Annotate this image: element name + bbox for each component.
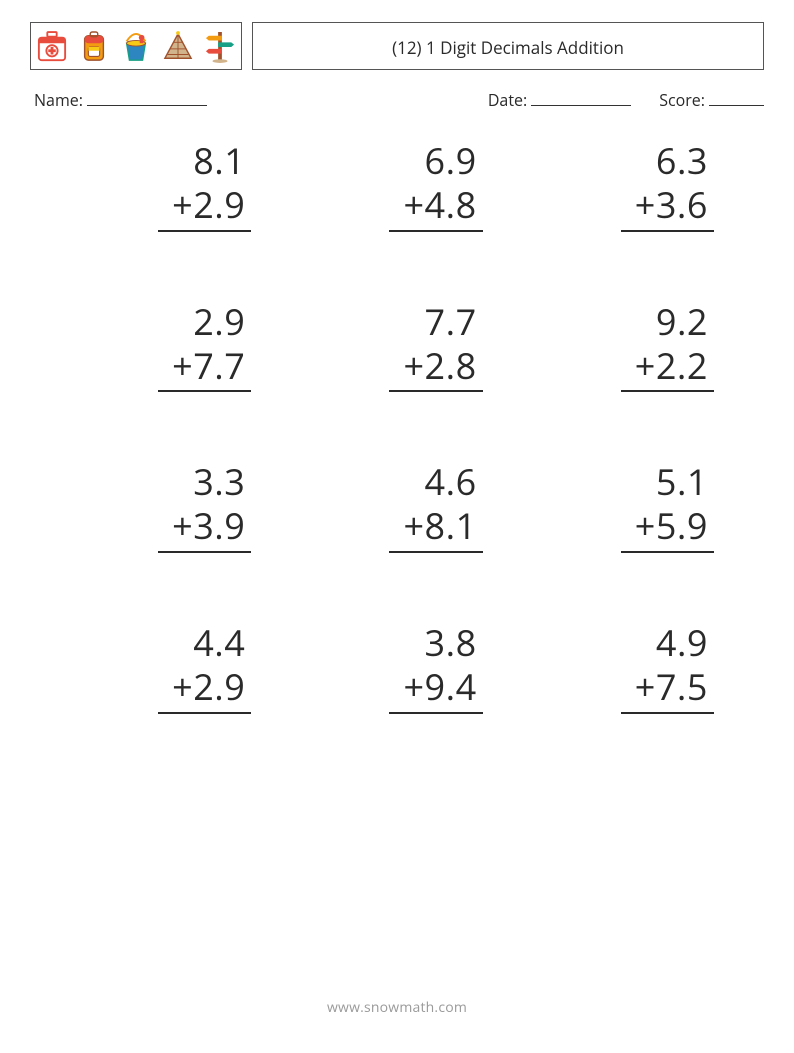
backpack-icon	[79, 30, 109, 64]
addend-top: 8.1	[158, 139, 251, 183]
pyramid-icon	[163, 30, 193, 64]
date-label: Date:	[488, 89, 527, 111]
addend-bottom: +8.1	[389, 504, 482, 548]
addend-bottom: +7.5	[621, 665, 714, 709]
problem: 4.6+8.1	[321, 460, 482, 553]
addend-bottom: +2.9	[158, 665, 251, 709]
name-field: Name:	[34, 88, 207, 111]
worksheet-title: (12) 1 Digit Decimals Addition	[252, 22, 764, 70]
sum-rule	[389, 712, 482, 714]
score-field: Score:	[659, 88, 764, 111]
addend-top: 4.9	[621, 621, 714, 665]
problem-stack: 4.9+7.5	[621, 621, 714, 714]
addend-bottom: +3.6	[621, 183, 714, 227]
sum-rule	[158, 712, 251, 714]
problem: 6.9+4.8	[321, 139, 482, 232]
addend-bottom: +7.7	[158, 344, 251, 388]
problem-stack: 8.1+2.9	[158, 139, 251, 232]
addend-top: 9.2	[621, 300, 714, 344]
sum-rule	[621, 551, 714, 553]
sum-rule	[158, 230, 251, 232]
sum-rule	[389, 390, 482, 392]
problem-stack: 9.2+2.2	[621, 300, 714, 393]
footer-text: www.snowmath.com	[327, 998, 467, 1017]
addend-top: 6.9	[389, 139, 482, 183]
problem: 4.9+7.5	[553, 621, 714, 714]
problem-stack: 6.9+4.8	[389, 139, 482, 232]
sum-rule	[158, 551, 251, 553]
bucket-icon	[121, 30, 151, 64]
problem: 2.9+7.7	[90, 300, 251, 393]
problem: 9.2+2.2	[553, 300, 714, 393]
score-blank	[709, 88, 764, 106]
problem-stack: 3.8+9.4	[389, 621, 482, 714]
sum-rule	[389, 551, 482, 553]
problem: 7.7+2.8	[321, 300, 482, 393]
problem: 5.1+5.9	[553, 460, 714, 553]
addend-bottom: +9.4	[389, 665, 482, 709]
addend-top: 4.6	[389, 460, 482, 504]
addend-bottom: +5.9	[621, 504, 714, 548]
addend-bottom: +2.9	[158, 183, 251, 227]
problem-stack: 6.3+3.6	[621, 139, 714, 232]
problem: 3.3+3.9	[90, 460, 251, 553]
problem-stack: 7.7+2.8	[389, 300, 482, 393]
addend-top: 3.3	[158, 460, 251, 504]
sum-rule	[158, 390, 251, 392]
problem: 6.3+3.6	[553, 139, 714, 232]
name-label: Name:	[34, 89, 83, 111]
problem-stack: 3.3+3.9	[158, 460, 251, 553]
addend-top: 7.7	[389, 300, 482, 344]
score-label: Score:	[659, 89, 705, 111]
addend-bottom: +2.2	[621, 344, 714, 388]
date-field: Date:	[488, 88, 631, 111]
footer: www.snowmath.com	[0, 998, 794, 1017]
problem-stack: 4.4+2.9	[158, 621, 251, 714]
addend-top: 4.4	[158, 621, 251, 665]
header-row: (12) 1 Digit Decimals Addition	[30, 22, 764, 70]
problem-stack: 2.9+7.7	[158, 300, 251, 393]
sum-rule	[389, 230, 482, 232]
addend-top: 6.3	[621, 139, 714, 183]
icon-box	[30, 22, 242, 70]
name-blank	[87, 88, 207, 106]
addend-bottom: +4.8	[389, 183, 482, 227]
title-text: (12) 1 Digit Decimals Addition	[392, 36, 624, 59]
addend-top: 5.1	[621, 460, 714, 504]
problem: 8.1+2.9	[90, 139, 251, 232]
meta-row: Name: Date: Score:	[34, 88, 764, 111]
problem: 3.8+9.4	[321, 621, 482, 714]
medkit-icon	[37, 30, 67, 64]
addend-top: 3.8	[389, 621, 482, 665]
problem-stack: 5.1+5.9	[621, 460, 714, 553]
sum-rule	[621, 390, 714, 392]
problems-grid: 8.1+2.96.9+4.86.3+3.62.9+7.77.7+2.89.2+2…	[30, 139, 764, 714]
addend-bottom: +2.8	[389, 344, 482, 388]
signpost-icon	[205, 30, 235, 64]
sum-rule	[621, 230, 714, 232]
addend-bottom: +3.9	[158, 504, 251, 548]
date-blank	[531, 88, 631, 106]
addend-top: 2.9	[158, 300, 251, 344]
sum-rule	[621, 712, 714, 714]
problem: 4.4+2.9	[90, 621, 251, 714]
problem-stack: 4.6+8.1	[389, 460, 482, 553]
